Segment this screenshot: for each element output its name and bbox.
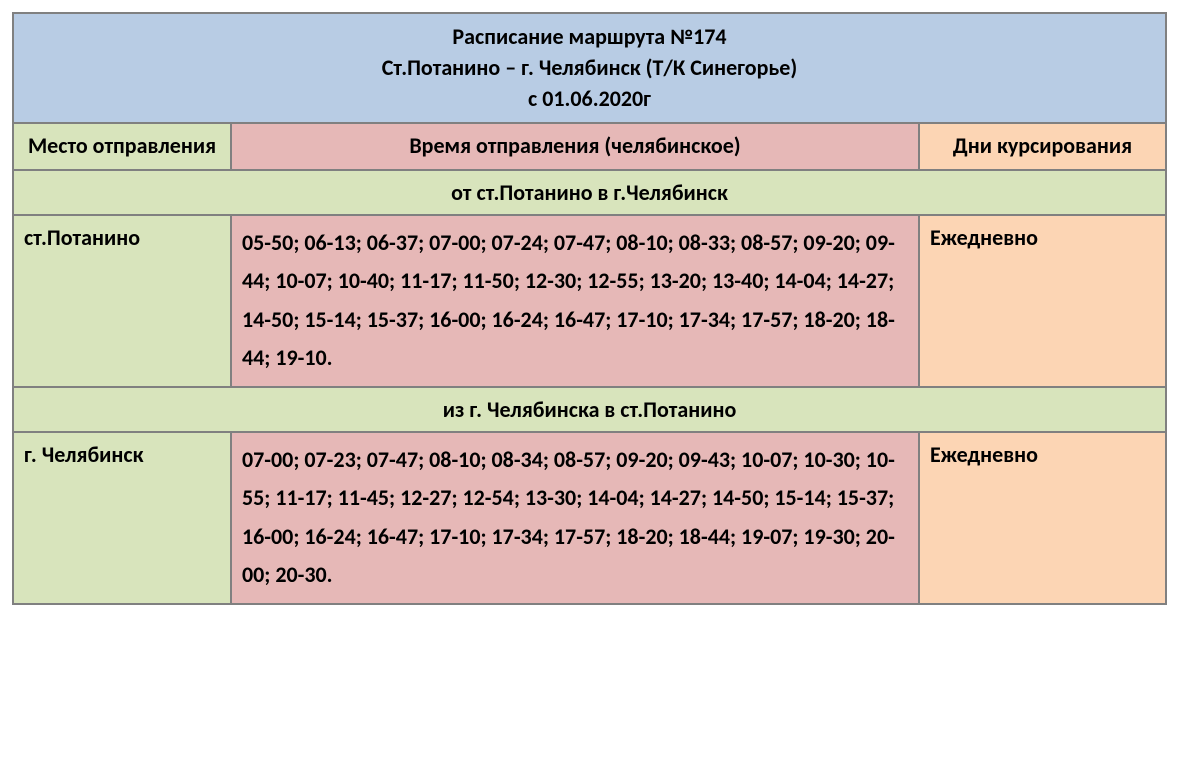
times-cell-1: 05-50; 06-13; 06-37; 07-00; 07-24; 07-47… [231, 215, 919, 387]
title-line-1: Расписание маршрута №174 [24, 22, 1155, 53]
title-line-2: Ст.Потанино – г. Челябинск (Т/К Синегорь… [24, 53, 1155, 84]
direction-row-1: от ст.Потанино в г.Челябинск [13, 170, 1166, 215]
header-days: Дни курсирования [919, 123, 1166, 170]
times-cell-2: 07-00; 07-23; 07-47; 08-10; 08-34; 08-57… [231, 432, 919, 604]
header-departure: Место отправления [13, 123, 231, 170]
header-times: Время отправления (челябинское) [231, 123, 919, 170]
direction-row-2: из г. Челябинска в ст.Потанино [13, 387, 1166, 432]
data-row-2: г. Челябинск 07-00; 07-23; 07-47; 08-10;… [13, 432, 1166, 604]
header-row: Место отправления Время отправления (чел… [13, 123, 1166, 170]
schedule-table: Расписание маршрута №174 Ст.Потанино – г… [12, 12, 1167, 605]
title-cell: Расписание маршрута №174 Ст.Потанино – г… [13, 13, 1166, 123]
title-line-3: с 01.06.2020г [24, 84, 1155, 115]
direction-label-2: из г. Челябинска в ст.Потанино [13, 387, 1166, 432]
departure-cell-1: ст.Потанино [13, 215, 231, 387]
direction-label-1: от ст.Потанино в г.Челябинск [13, 170, 1166, 215]
days-cell-1: Ежедневно [919, 215, 1166, 387]
days-cell-2: Ежедневно [919, 432, 1166, 604]
departure-cell-2: г. Челябинск [13, 432, 231, 604]
data-row-1: ст.Потанино 05-50; 06-13; 06-37; 07-00; … [13, 215, 1166, 387]
title-row: Расписание маршрута №174 Ст.Потанино – г… [13, 13, 1166, 123]
